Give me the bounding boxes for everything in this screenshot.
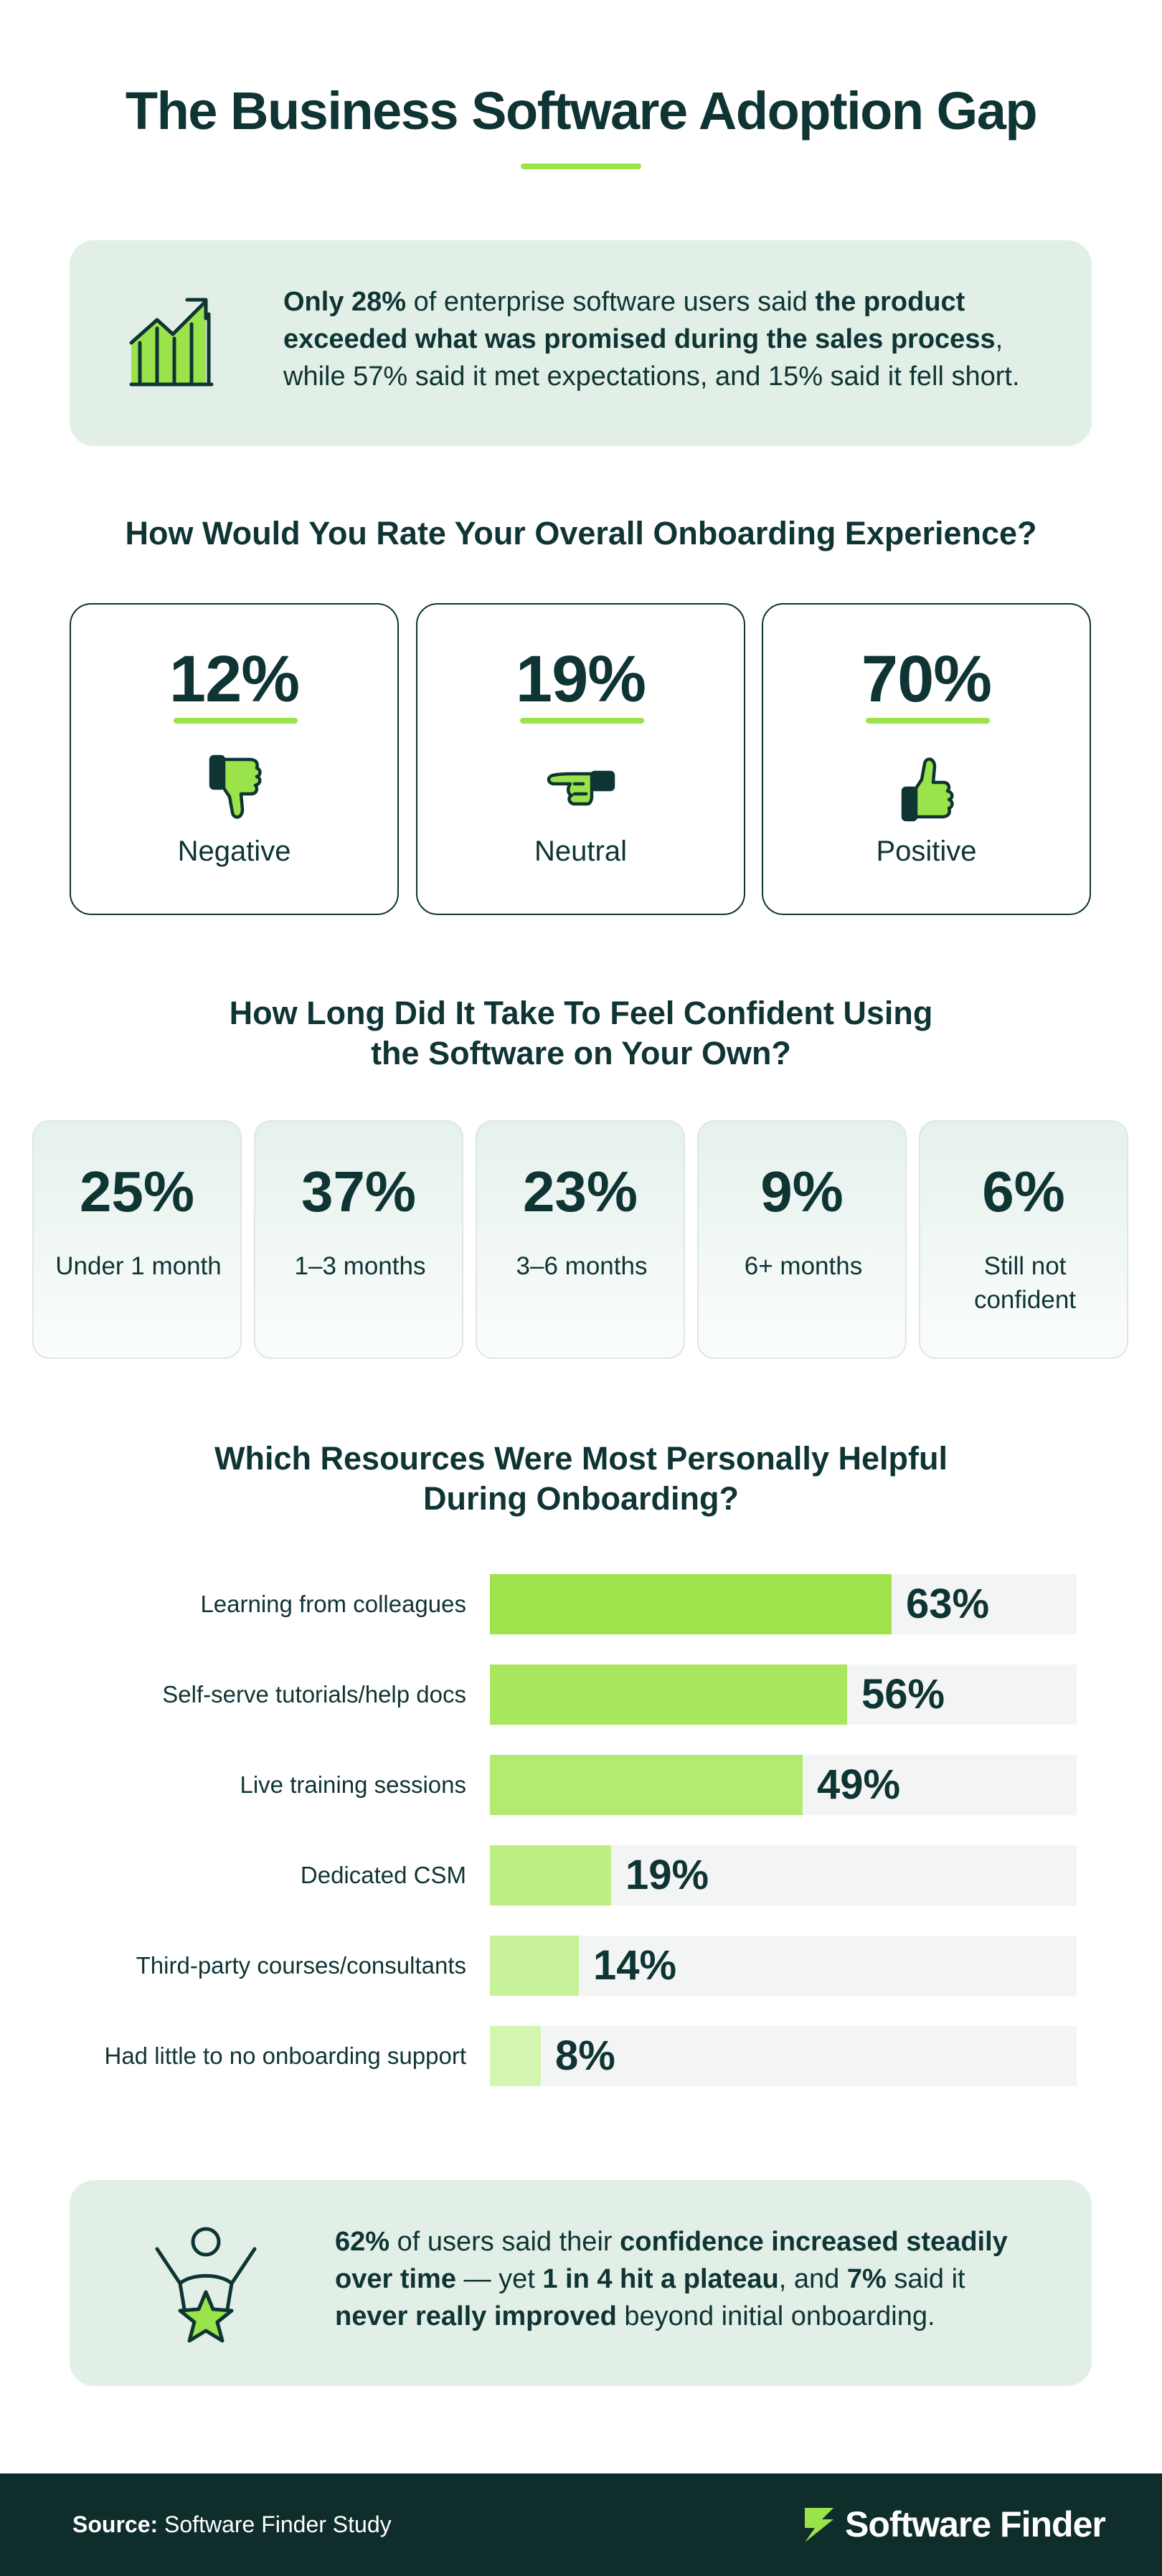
- bar-track: [490, 2026, 1077, 2086]
- confidence-card: 6% Still not confident: [919, 1120, 1128, 1359]
- bar-category-label: Self-serve tutorials/help docs: [162, 1681, 466, 1708]
- bar-category-label: Had little to no onboarding support: [104, 2042, 466, 2069]
- resources-bar-chart: Learning from colleagues 63% Self-serve tu…: [0, 1574, 1162, 2090]
- source-citation: Source: Software Finder Study: [72, 2511, 392, 2537]
- bar-value-label: 49%: [817, 1761, 901, 1808]
- rating-label: Positive: [876, 835, 977, 867]
- bar-value-label: 8%: [555, 2032, 615, 2079]
- confidence-value: 37%: [301, 1160, 417, 1223]
- rating-value: 70%: [861, 643, 992, 716]
- bar: [490, 1936, 579, 1996]
- confidence-value: 23%: [522, 1160, 638, 1223]
- confidence-value: 6%: [982, 1160, 1065, 1223]
- bar-category-label: Third-party courses/consultants: [136, 1952, 466, 1979]
- top-callout: Only 28% of enterprise software users sa…: [70, 240, 1092, 446]
- onboarding-section-title: How Would You Rate Your Overall Onboardi…: [125, 515, 1037, 551]
- rating-card-neutral: 19% Neutral: [416, 603, 745, 915]
- bar-category-label: Learning from colleagues: [200, 1591, 466, 1617]
- thumbs-up-icon: [901, 757, 954, 822]
- bar: [490, 1755, 803, 1815]
- rating-card-negative: 12% Negative: [70, 603, 399, 915]
- confidence-label: Still not confident: [973, 1252, 1077, 1314]
- bar: [490, 1665, 847, 1725]
- software-finder-logo[interactable]: Software Finder: [802, 2501, 1106, 2548]
- confidence-label: 6+ months: [744, 1252, 863, 1280]
- page-title: The Business Software Adoption Gap: [125, 81, 1038, 141]
- confidence-label: Under 1 month: [55, 1252, 222, 1280]
- confidence-value: 9%: [760, 1160, 844, 1223]
- bottom-callout-text: 62% of users said their confidence incre…: [335, 2227, 1008, 2331]
- rating-underline: [866, 718, 990, 724]
- rating-value: 19%: [515, 643, 646, 716]
- bar-value-label: 14%: [593, 1942, 677, 1989]
- confidence-label: 3–6 months: [516, 1252, 648, 1280]
- bar-value-label: 63%: [906, 1581, 990, 1627]
- bar-category-label: Dedicated CSM: [300, 1862, 466, 1888]
- bar: [490, 1574, 892, 1634]
- pointing-hand-icon: [547, 770, 615, 806]
- confidence-label: 1–3 months: [294, 1252, 426, 1280]
- rating-underline: [520, 718, 644, 724]
- bar-value-label: 56%: [861, 1671, 945, 1718]
- thumbs-down-icon: [209, 754, 262, 819]
- confidence-card: 23% 3–6 months: [476, 1120, 685, 1359]
- confidence-value: 25%: [79, 1160, 195, 1223]
- chart-growth-icon: [129, 298, 214, 387]
- bar-value-label: 19%: [625, 1852, 709, 1898]
- bar: [490, 1845, 611, 1905]
- bar-track: [490, 1936, 1077, 1996]
- confidence-card: 9% 6+ months: [697, 1120, 907, 1359]
- software-finder-logo-icon: [805, 2508, 833, 2542]
- confidence-card: 25% Under 1 month: [32, 1120, 242, 1359]
- footer: Source: Software Finder Study Software F…: [0, 2473, 1162, 2576]
- rating-value: 12%: [169, 643, 300, 716]
- title-underline: [521, 164, 641, 169]
- top-callout-text: Only 28% of enterprise software users sa…: [283, 287, 1020, 392]
- rating-underline: [174, 718, 298, 724]
- rating-label: Negative: [177, 835, 291, 867]
- person-star-icon: [155, 2227, 257, 2343]
- bar-category-label: Live training sessions: [240, 1771, 467, 1798]
- resources-section-title: Which Resources Were Most Personally Hel…: [214, 1440, 948, 1517]
- confidence-section-title: How Long Did It Take To Feel Confident U…: [229, 995, 933, 1071]
- bottom-callout: 62% of users said their confidence incre…: [70, 2180, 1092, 2386]
- confidence-card: 37% 1–3 months: [254, 1120, 463, 1359]
- logo-text: Software Finder: [845, 2504, 1106, 2544]
- rating-card-positive: 70% Positive: [762, 603, 1091, 915]
- bar: [490, 2026, 541, 2086]
- rating-label: Neutral: [534, 835, 627, 867]
